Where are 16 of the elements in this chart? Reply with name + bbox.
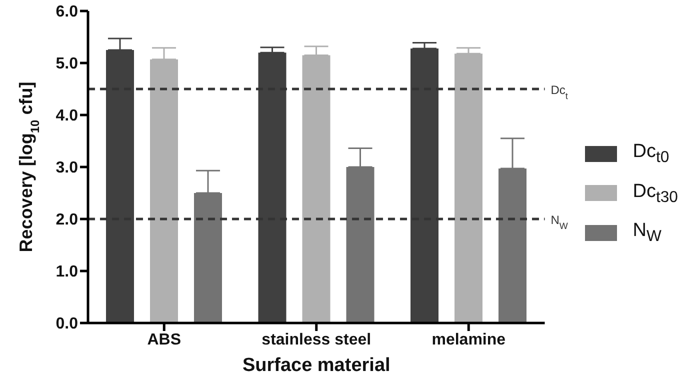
ref-line-label: N$_{W}$ xyxy=(550,213,568,231)
y-tick-label: 6.0 xyxy=(56,4,78,21)
ref-line-label: Dc$_{t}$ xyxy=(550,83,568,101)
x-tick-label: melamine xyxy=(432,331,506,348)
legend-label: Dc$_{t0}$ xyxy=(632,140,670,167)
y-tick-label: 3.0 xyxy=(56,160,78,177)
x-tick-label: ABS xyxy=(147,331,182,348)
y-tick-label: 4.0 xyxy=(56,108,78,125)
x-axis-title: Surface material xyxy=(242,355,390,376)
legend-label: N$_{W}$ xyxy=(632,220,662,246)
legend-label: Dc$_{t30}$ xyxy=(632,180,678,206)
y-tick-label: 1.0 xyxy=(56,264,78,281)
y-tick-label: 2.0 xyxy=(56,212,78,229)
y-tick-label: 0.0 xyxy=(56,316,78,333)
x-tick-label: stainless steel xyxy=(262,331,372,348)
y-tick-label: 5.0 xyxy=(56,56,78,73)
